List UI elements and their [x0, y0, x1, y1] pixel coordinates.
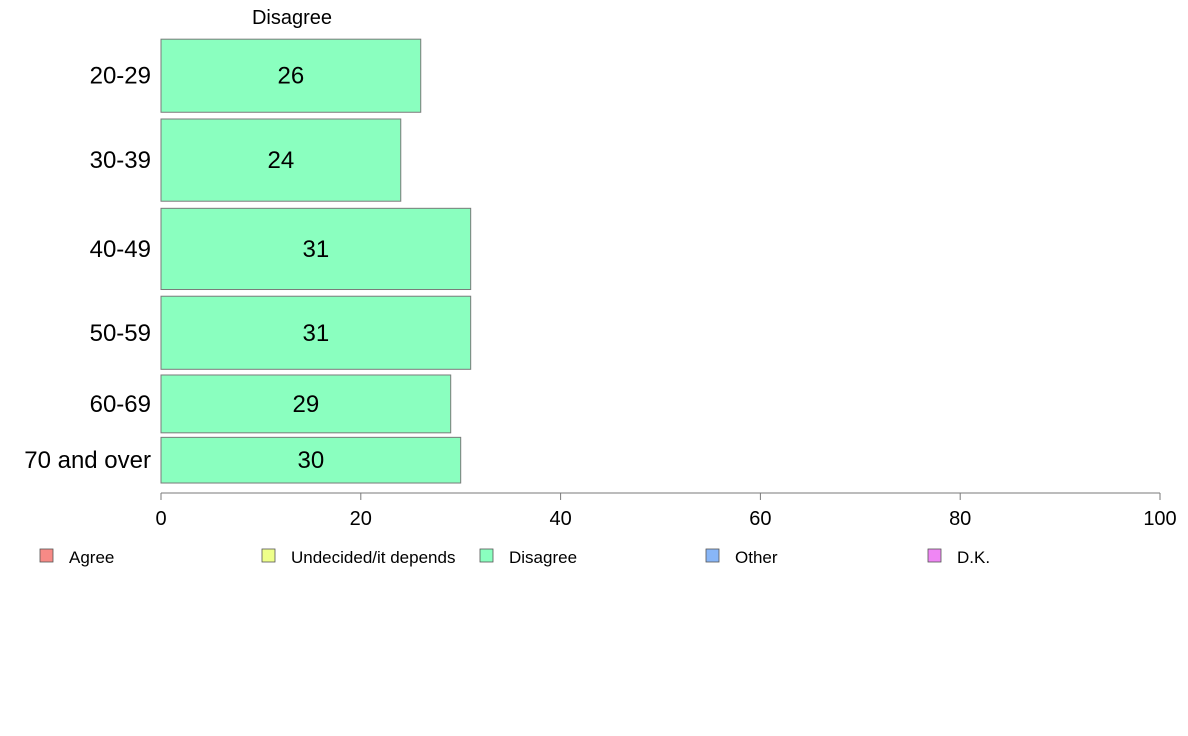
bar-30-39	[160, 118, 402, 202]
x-tick-label: 40	[549, 508, 571, 530]
legend-item-other: Other	[705, 548, 778, 567]
legend-item-d-k: D.K.	[927, 548, 990, 567]
legend-label: Other	[735, 548, 778, 567]
category-label: 50-59	[90, 320, 151, 347]
x-axis: 0 20 40 60 80 100	[155, 492, 1177, 530]
category-label: 70 and over	[24, 447, 151, 474]
data-label: 24	[268, 147, 295, 174]
panel-title: Disagree	[252, 7, 332, 29]
x-tick-label: 80	[949, 508, 971, 530]
data-labels: 26 24 31 31 29 30	[268, 63, 330, 474]
legend-swatch	[39, 548, 54, 563]
legend-label: Undecided/it depends	[291, 548, 455, 567]
legend-swatch	[705, 548, 720, 563]
x-tick-label: 20	[350, 508, 372, 530]
x-tick-label: 0	[155, 508, 166, 530]
bar-60-69	[160, 374, 452, 434]
legend-item-agree: Agree	[39, 548, 114, 567]
bar-50-59	[160, 295, 472, 370]
category-label: 60-69	[90, 391, 151, 418]
legend-label: D.K.	[957, 548, 990, 567]
x-tick-label: 60	[749, 508, 771, 530]
x-tick-label: 100	[1143, 508, 1176, 530]
legend: Agree Undecided/it depends Disagree Other D.…	[39, 548, 990, 567]
bar-40-49	[160, 207, 472, 291]
bars-group	[160, 38, 472, 484]
legend-swatch	[479, 548, 494, 563]
data-label: 30	[297, 447, 324, 474]
legend-item-disagree: Disagree	[479, 548, 577, 567]
legend-label: Disagree	[509, 548, 577, 567]
data-label: 29	[293, 391, 320, 418]
legend-label: Agree	[69, 548, 114, 567]
data-label: 26	[278, 63, 305, 90]
category-label: 20-29	[90, 63, 151, 90]
bar-70-and-over	[160, 436, 462, 484]
category-labels: 20-29 30-39 40-49 50-59 60-69 70 and over	[24, 63, 151, 474]
category-label: 30-39	[90, 147, 151, 174]
category-label: 40-49	[90, 236, 151, 263]
bar-20-29	[160, 38, 422, 113]
legend-item-undecided-it-depends: Undecided/it depends	[261, 548, 455, 567]
legend-swatch	[927, 548, 942, 563]
legend-swatch	[261, 548, 276, 563]
data-label: 31	[302, 236, 329, 263]
data-label: 31	[302, 320, 329, 347]
